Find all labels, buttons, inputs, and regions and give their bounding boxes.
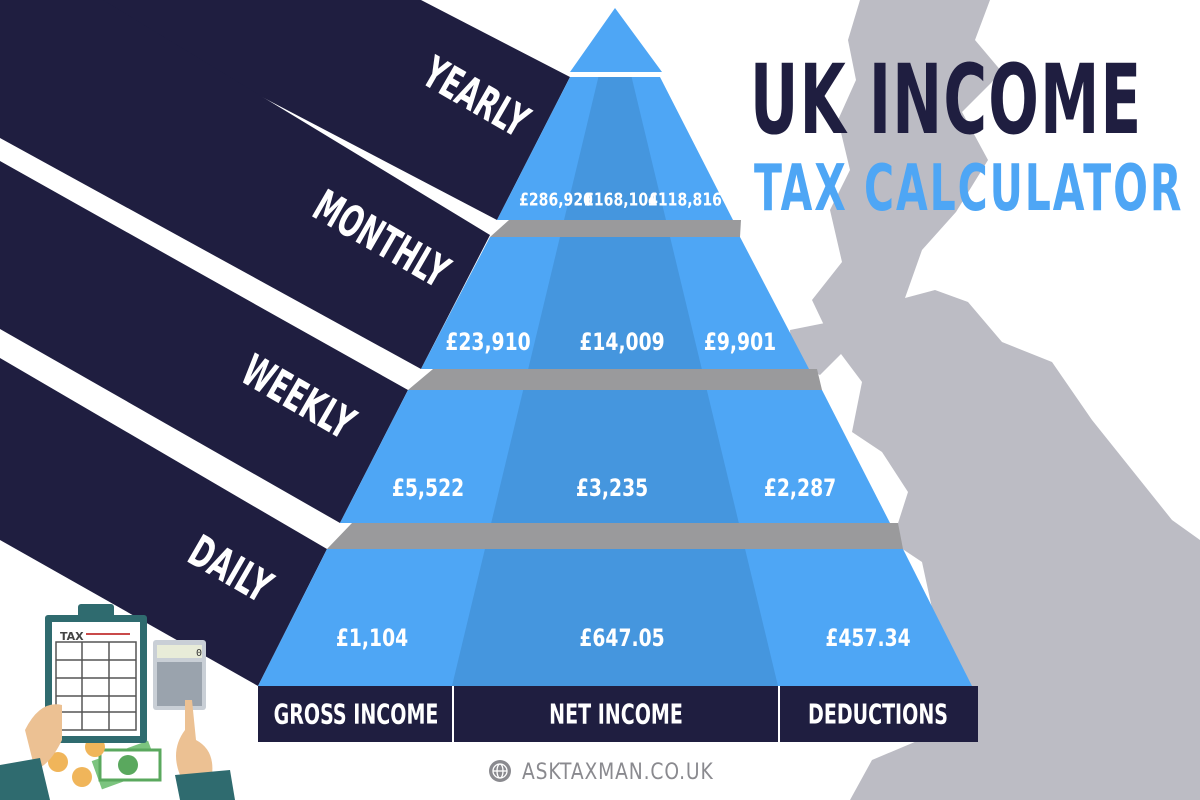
money-icon — [48, 737, 162, 790]
monthly-gross: £23,910 — [445, 328, 531, 356]
pyramid-tier-yearly-net-section — [564, 77, 666, 220]
weekly-deductions: £2,287 — [763, 474, 837, 502]
pyramid-tier-monthly-net-section — [528, 237, 702, 369]
clipboard-label: TAX — [60, 630, 84, 643]
daily-gross: £1,104 — [335, 624, 409, 652]
tax-illustration: TAX 0 — [0, 604, 235, 800]
band-yearly — [77, 0, 570, 220]
globe-icon — [489, 760, 511, 782]
monthly-deductions: £9,901 — [703, 328, 777, 356]
calculator-display: 0 — [196, 648, 202, 659]
column-divider — [778, 686, 780, 742]
column-divider — [452, 686, 454, 742]
pyramid-slab — [408, 369, 822, 390]
daily-deductions: £457.34 — [825, 624, 911, 652]
band-monthly — [0, 0, 490, 369]
band-daily — [0, 358, 327, 686]
yearly-deductions: £118,816 — [648, 189, 722, 211]
pyramid — [258, 8, 972, 686]
weekly-net: £3,235 — [575, 474, 649, 502]
monthly-net: £14,009 — [579, 328, 665, 356]
pyramid-slab — [327, 523, 903, 549]
yearly-gross: £286,920 — [519, 189, 593, 211]
daily-net: £647.05 — [579, 624, 665, 652]
pyramid-cap — [570, 8, 662, 72]
band-weekly — [0, 161, 408, 523]
title-line-1: UK INCOME — [750, 44, 1143, 156]
column-header-bar — [258, 686, 978, 742]
uk-map — [812, 0, 1200, 800]
yearly-net: £168,104 — [584, 189, 658, 211]
website-link[interactable]: ASKTAXMAN.CO.UK — [522, 760, 714, 785]
clipboard-icon: TAX — [45, 604, 147, 743]
pyramid-tier-daily-net-section — [452, 549, 778, 686]
calculator-icon: 0 — [153, 640, 206, 710]
column-net-income: NET INCOME — [549, 697, 683, 731]
column-deductions: DEDUCTIONS — [808, 697, 948, 731]
column-gross-income: GROSS INCOME — [273, 697, 439, 731]
pyramid-tier-weekly-net-section — [491, 390, 739, 523]
pyramid-slab — [490, 220, 741, 237]
hands-icon — [0, 700, 235, 800]
title-line-2: TAX CALCULATOR — [754, 152, 1184, 226]
weekly-gross: £5,522 — [391, 474, 465, 502]
